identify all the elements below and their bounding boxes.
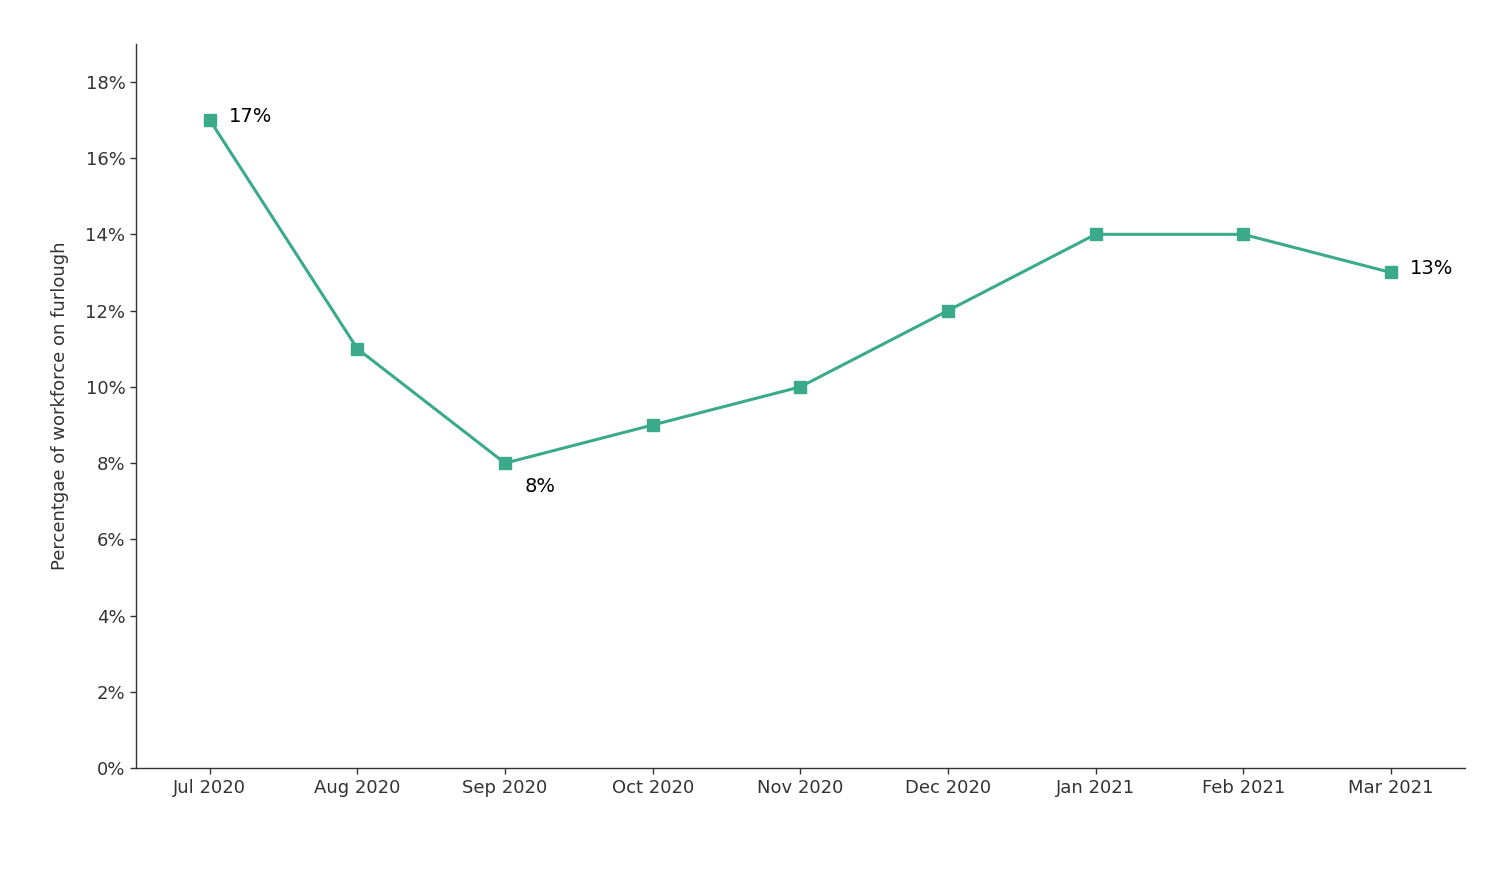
Text: 8%: 8% <box>524 477 556 496</box>
Text: 17%: 17% <box>230 107 272 126</box>
Y-axis label: Percentgae of workforce on furlough: Percentgae of workforce on furlough <box>51 242 69 570</box>
Text: 13%: 13% <box>1410 259 1454 278</box>
